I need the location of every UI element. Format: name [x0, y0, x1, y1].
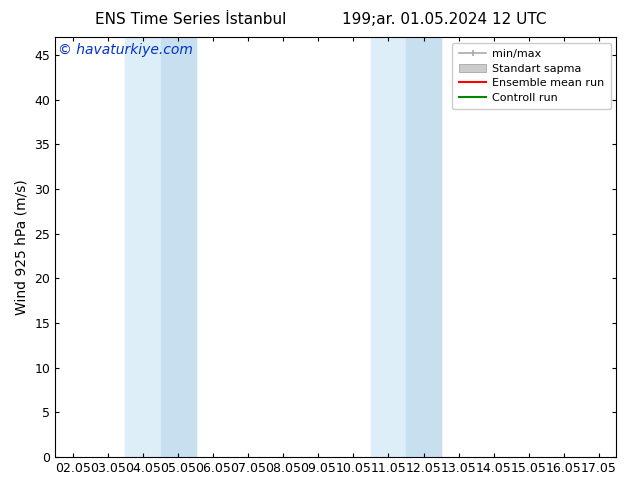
Y-axis label: Wind 925 hPa (m/s): Wind 925 hPa (m/s): [15, 179, 29, 315]
Bar: [160, 37, 195, 457]
Text: 199;ar. 01.05.2024 12 UTC: 199;ar. 01.05.2024 12 UTC: [342, 12, 546, 27]
Legend: min/max, Standart sapma, Ensemble mean run, Controll run: min/max, Standart sapma, Ensemble mean r…: [452, 43, 611, 109]
Text: © havaturkiye.com: © havaturkiye.com: [58, 43, 193, 57]
Text: ENS Time Series İstanbul: ENS Time Series İstanbul: [94, 12, 286, 27]
Bar: [126, 37, 195, 457]
Bar: [406, 37, 441, 457]
Bar: [371, 37, 441, 457]
